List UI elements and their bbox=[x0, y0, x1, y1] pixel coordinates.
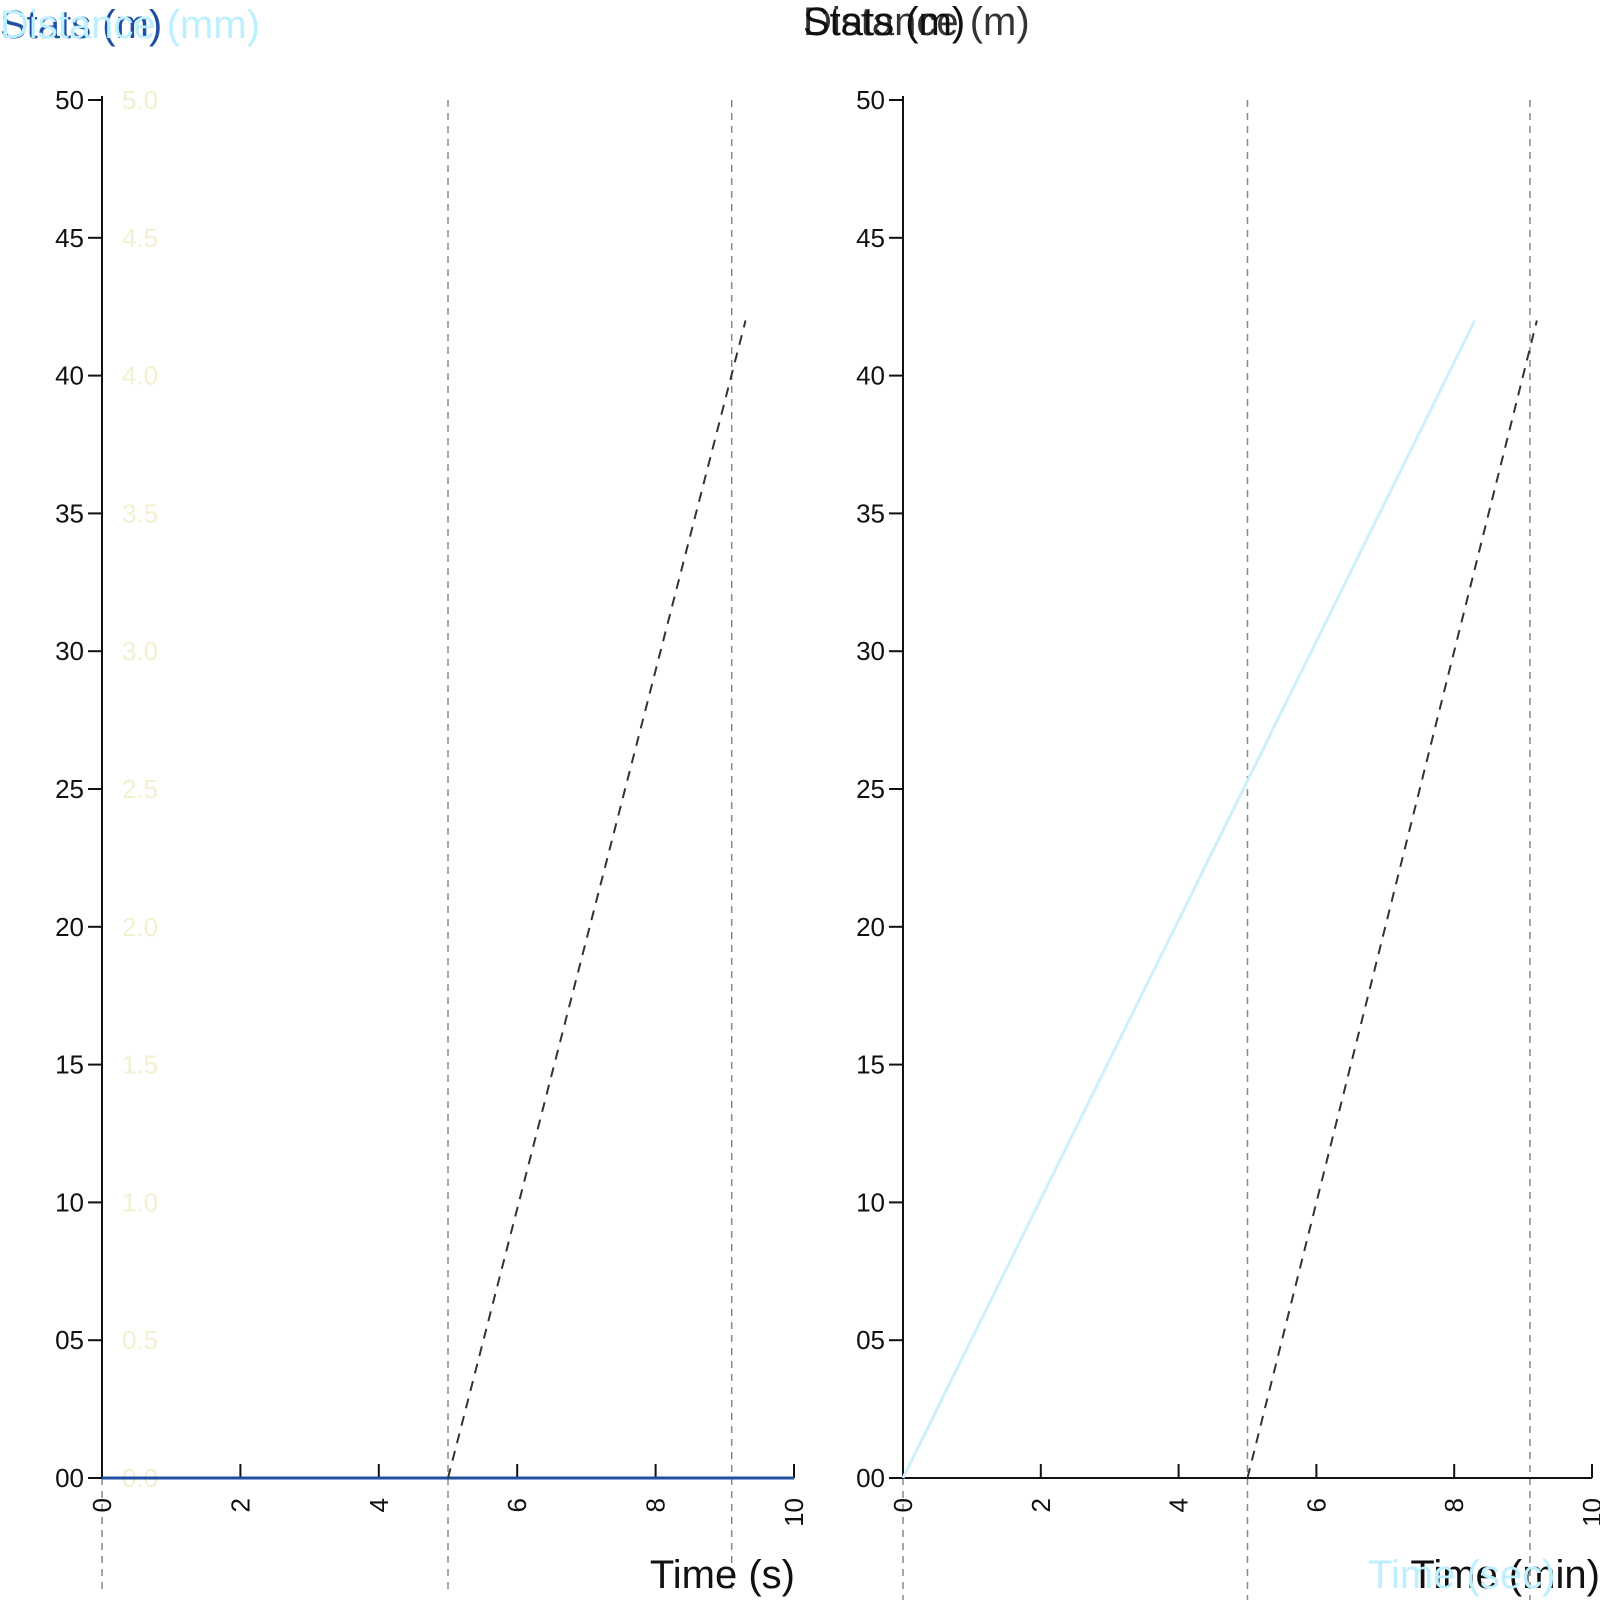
y-tick-label: 20 bbox=[856, 912, 885, 942]
y2-tick-label: 5.0 bbox=[122, 85, 158, 115]
y2-tick-label: 0.5 bbox=[122, 1325, 158, 1355]
y-tick-label: 00 bbox=[55, 1463, 84, 1493]
y2-tick-label: 4.0 bbox=[122, 361, 158, 391]
y-tick-label: 50 bbox=[55, 85, 84, 115]
x-tick-label: 4 bbox=[364, 1498, 394, 1512]
y-tick-label: 45 bbox=[856, 223, 885, 253]
y-tick-label: 45 bbox=[55, 223, 84, 253]
y2-tick-label: 2.0 bbox=[122, 912, 158, 942]
x-tick-label: 6 bbox=[502, 1498, 532, 1512]
y-tick-label: 40 bbox=[856, 361, 885, 391]
y2-tick-label: 1.5 bbox=[122, 1050, 158, 1080]
x-tick-label: 2 bbox=[225, 1498, 255, 1512]
y-axis-title: Distance (m) bbox=[803, 0, 1030, 44]
x-axis-title: Time (min) bbox=[1410, 1553, 1600, 1597]
series-line-1 bbox=[447, 320, 747, 1479]
y-tick-label: 20 bbox=[55, 912, 84, 942]
y-tick-label: 10 bbox=[55, 1187, 84, 1217]
y-axis-title: Distance (mm) bbox=[0, 3, 260, 47]
x-tick-label: 10 bbox=[779, 1498, 809, 1527]
y-tick-label: 25 bbox=[55, 774, 84, 804]
y-tick-label: 10 bbox=[856, 1187, 885, 1217]
y-tick-label: 05 bbox=[856, 1325, 885, 1355]
y-tick-label: 25 bbox=[856, 774, 885, 804]
x-axis-title: Time (s) bbox=[650, 1553, 795, 1597]
y-tick-label: 35 bbox=[856, 498, 885, 528]
y2-tick-label: 4.5 bbox=[122, 223, 158, 253]
x-axis-title-overlay: Time (sec) bbox=[1368, 1553, 1555, 1597]
x-tick-label: 10 bbox=[1577, 1498, 1600, 1527]
y-tick-label: 35 bbox=[55, 498, 84, 528]
x-tick-label: 6 bbox=[1301, 1498, 1331, 1512]
y2-tick-label: 1.0 bbox=[122, 1187, 158, 1217]
y2-tick-label: 3.0 bbox=[122, 636, 158, 666]
series-line-0 bbox=[901, 319, 1477, 1479]
x-tick-label: 8 bbox=[641, 1498, 671, 1512]
left-panel: 00 0.005 0.510 1.015 1.520 2.025 2.530 3.035 3.5… bbox=[0, 3, 809, 1597]
y-tick-label: 30 bbox=[55, 636, 84, 666]
y-tick-label: 15 bbox=[55, 1050, 84, 1080]
x-tick-label: 2 bbox=[1026, 1498, 1056, 1512]
y-tick-label: 30 bbox=[856, 636, 885, 666]
y-axis-title-overlay: Stats (m) bbox=[803, 0, 965, 44]
x-tick-label: 8 bbox=[1439, 1498, 1469, 1512]
y-axis-title-overlay: Stats (m) bbox=[0, 3, 162, 47]
y-tick-label: 50 bbox=[856, 85, 885, 115]
x-tick-label: 0 bbox=[87, 1498, 117, 1512]
y2-tick-label: 2.5 bbox=[122, 774, 158, 804]
y-tick-label: 05 bbox=[55, 1325, 84, 1355]
y-tick-label: 00 bbox=[856, 1463, 885, 1493]
x-tick-label: 4 bbox=[1164, 1498, 1194, 1512]
y-tick-label: 40 bbox=[55, 361, 84, 391]
y-tick-label: 15 bbox=[856, 1050, 885, 1080]
x-tick-label: 0 bbox=[888, 1498, 918, 1512]
right-panel: 00 05 10 15 20 25 30 35 40 45 50 0 2 4 6 8 10 Stats (m)Di… bbox=[803, 0, 1600, 1600]
series-line-1 bbox=[1246, 320, 1538, 1479]
y2-tick-label: 3.5 bbox=[122, 498, 158, 528]
